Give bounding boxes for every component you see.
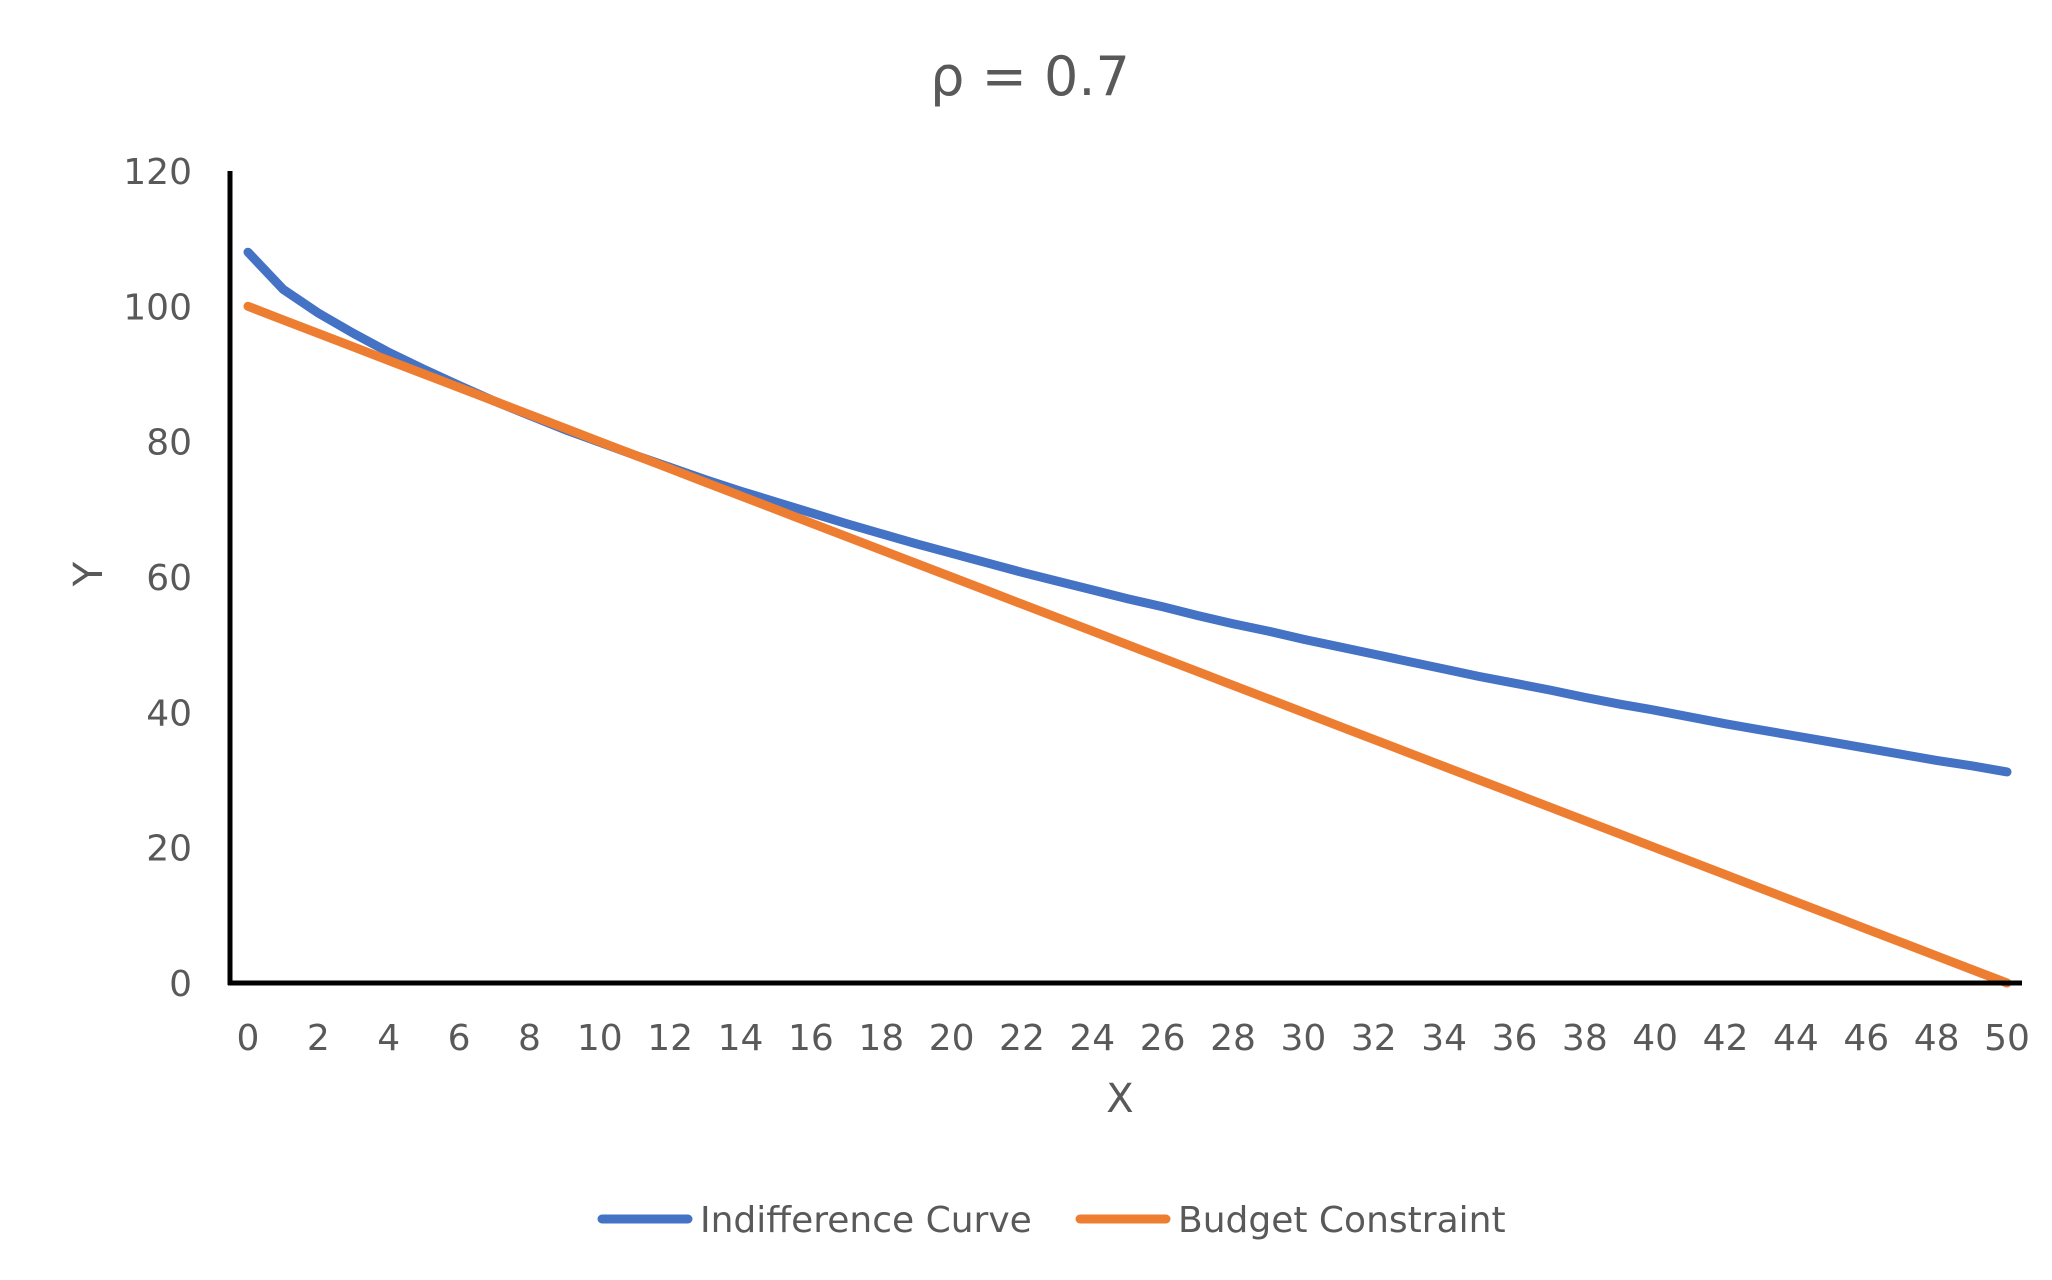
y-tick-label: 60 [146, 558, 192, 599]
x-tick-label: 0 [237, 1018, 260, 1059]
x-axis-title: X [1106, 1076, 1133, 1122]
x-tick-label: 32 [1351, 1018, 1397, 1059]
x-tick-label: 50 [1984, 1018, 2030, 1059]
y-tick-label: 40 [146, 693, 192, 734]
x-tick-label: 12 [647, 1018, 693, 1059]
x-tick-label: 34 [1421, 1018, 1467, 1059]
series-lines [243, 247, 2012, 988]
x-tick-label: 28 [1210, 1018, 1256, 1059]
x-axis-ticks: 0 2 4 6 8 10 12 14 16 18 20 22 24 26 28 30 32 34 36 38 40 42 4… [237, 1018, 2030, 1059]
series-line-indifference-curve [243, 247, 2012, 777]
legend-label: Budget Constraint [1178, 1200, 1506, 1241]
x-tick-label: 18 [858, 1018, 904, 1059]
legend-label: Indifference Curve [700, 1200, 1032, 1241]
y-axis-title: Y [66, 561, 112, 587]
x-tick-label: 36 [1492, 1018, 1538, 1059]
y-tick-label: 0 [169, 964, 192, 1005]
x-tick-label: 44 [1773, 1018, 1819, 1059]
x-tick-label: 10 [577, 1018, 623, 1059]
legend: Indifference Curve Budget Constraint [597, 1200, 1506, 1241]
x-tick-label: 40 [1632, 1018, 1678, 1059]
x-tick-label: 30 [1280, 1018, 1326, 1059]
y-axis-ticks: 0 20 40 60 80 100 120 [123, 152, 192, 1005]
x-tick-label: 46 [1843, 1018, 1889, 1059]
chart-title: ρ = 0.7 [930, 45, 1130, 108]
x-tick-label: 14 [718, 1018, 764, 1059]
x-tick-label: 22 [999, 1018, 1045, 1059]
y-tick-label: 100 [123, 287, 192, 328]
x-tick-label: 16 [788, 1018, 834, 1059]
x-tick-label: 8 [518, 1018, 541, 1059]
x-tick-label: 4 [377, 1018, 400, 1059]
series-line-budget-constraint [243, 301, 2012, 988]
x-tick-label: 6 [448, 1018, 471, 1059]
y-tick-label: 120 [123, 152, 192, 193]
y-tick-label: 80 [146, 423, 192, 464]
x-tick-label: 24 [1069, 1018, 1115, 1059]
x-tick-label: 42 [1703, 1018, 1749, 1059]
x-tick-label: 48 [1914, 1018, 1960, 1059]
x-tick-label: 38 [1562, 1018, 1608, 1059]
y-tick-label: 20 [146, 829, 192, 870]
x-tick-label: 2 [307, 1018, 330, 1059]
x-tick-label: 26 [1140, 1018, 1186, 1059]
x-tick-label: 20 [929, 1018, 975, 1059]
